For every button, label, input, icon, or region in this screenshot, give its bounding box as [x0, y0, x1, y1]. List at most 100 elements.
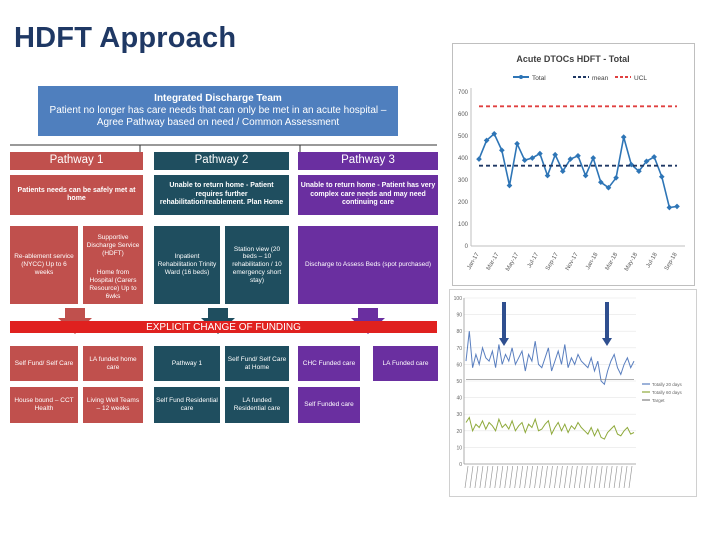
supportive-discharge-box: Supportive Discharge Service (HDFT): [83, 226, 143, 266]
chart2-y-tick-label: 40: [456, 396, 462, 402]
chart2-x-tick-mark: [484, 465, 489, 489]
chart2-x-tick-mark: [479, 465, 484, 489]
chart2-x-tick-mark: [603, 465, 608, 489]
chart1-point: [552, 151, 558, 158]
chart2-legend-label-0: Totally 20 days: [652, 382, 683, 387]
chart1-y-tick-label: 0: [465, 244, 469, 250]
integrated-discharge-team-box: Integrated Discharge Team Patient no lon…: [38, 86, 398, 136]
chart2-x-tick-mark: [608, 465, 613, 489]
pathway3-header: Pathway 3: [298, 152, 438, 170]
chart1-point: [590, 155, 597, 161]
chart1-point: [666, 204, 673, 211]
chart1-point: [514, 140, 520, 147]
pathway1-outcome-box: Pathway 1: [154, 346, 220, 381]
chart2-x-tick-mark: [559, 465, 563, 489]
station-view-box: Station view (20 beds – 10 rehabilitatio…: [225, 226, 289, 304]
chart1-y-tick-label: 700: [458, 90, 469, 96]
chart1-point: [499, 147, 505, 154]
chart1-point: [582, 172, 589, 179]
chart1-y-tick-label: 500: [458, 134, 469, 140]
chart2-series-line: [465, 416, 635, 440]
chart1-y-tick-label: 300: [458, 178, 469, 184]
chart2-y-tick-label: 20: [456, 429, 462, 435]
self-funded-care-box: Self Funded care: [298, 387, 360, 423]
chart2-x-tick-mark: [504, 465, 509, 489]
chart2-x-tick-mark: [499, 465, 504, 489]
la-funded-home-care-box: LA funded home care: [83, 346, 143, 381]
discharge-to-assess-box: Discharge to Assess Beds (spot purchased…: [298, 226, 438, 304]
chart2-y-tick-label: 60: [456, 362, 462, 368]
chart2-x-tick-mark: [534, 465, 538, 489]
dtoc-chart-panel: Acute DTOCs HDFT - Total Total mean UCL 0 100…: [452, 43, 695, 286]
chart1-x-tick-label: Sep-18: [664, 251, 679, 271]
chart2-x-tick-mark: [539, 465, 543, 489]
chart1-point: [506, 182, 513, 189]
chart1-y-tick-label: 600: [458, 112, 469, 118]
chart2-y-tick-label: 100: [454, 296, 463, 302]
chart2-x-tick-mark: [628, 465, 633, 489]
chart2-x-tick-mark: [564, 465, 568, 489]
self-fund-residential-box: Self Fund Residential care: [154, 387, 220, 423]
chart1-point: [651, 154, 657, 160]
second-chart-panel: 0 10 20 30 40 50 60 70 80 90 100 Totally 20 days Tot…: [449, 289, 697, 497]
chart2-y-tick-label: 30: [456, 412, 462, 418]
team-title: Integrated Discharge Team: [154, 93, 282, 104]
chart1-x-tick-label: Jan-18: [585, 251, 600, 270]
chart1-point: [575, 152, 581, 159]
chart2-x-tick-mark: [494, 465, 499, 489]
chart2-y-tick-label: 10: [456, 445, 462, 451]
chart1-y-tick-label: 400: [458, 156, 469, 162]
chart1-legend-marker: [519, 75, 523, 79]
chart2-x-tick-mark: [509, 465, 514, 489]
chart2-x-tick-mark: [524, 465, 528, 489]
reablement-service-box: Re-ablement service (NYCC) Up to 6 weeks: [10, 226, 78, 304]
chart1-point: [476, 156, 482, 162]
chc-funded-care-box: CHC Funded care: [298, 346, 360, 381]
chart2-x-tick-mark: [573, 465, 578, 489]
chart2-x-tick-mark: [598, 465, 603, 489]
pathway2-description: Unable to return home - Patient requires…: [154, 175, 289, 215]
chart1-point: [674, 203, 680, 210]
home-from-hospital-box: Home from Hospital (Carers Resource) Up …: [83, 266, 143, 304]
chart2-x-tick-mark: [489, 465, 494, 489]
chart1-legend-label-0: Total: [532, 75, 546, 82]
chart2-legend-label-1: Totally 60 days: [652, 390, 683, 395]
chart2-series-line: [465, 331, 635, 386]
chart2-x-tick-mark: [569, 465, 573, 489]
chart2-y-tick-label: 90: [456, 313, 462, 319]
chart2-y-tick-label: 0: [459, 462, 462, 468]
chart2-x-tick-mark: [464, 465, 469, 489]
chart1-y-tick-label: 100: [458, 222, 469, 228]
chart2-indicator-arrow-right-icon: [602, 302, 612, 346]
slide-title: HDFT Approach: [14, 22, 237, 54]
living-well-teams-box: Living Well Teams – 12 weeks: [83, 387, 143, 423]
chart2-x-tick-mark: [613, 465, 618, 489]
chart2-x-tick-mark: [544, 465, 548, 489]
chart2-x-tick-mark: [578, 465, 583, 489]
chart2-x-tick-mark: [618, 465, 623, 489]
chart1-point: [521, 157, 528, 164]
self-fund-home-box: Self Fund/ Self Care at Home: [225, 346, 289, 381]
chart1-x-tick-label: Sep-17: [545, 251, 560, 271]
chart2-x-tick-mark: [519, 465, 524, 489]
chart1-point: [658, 173, 665, 180]
chart1-x-tick-label: Nov-17: [565, 251, 580, 271]
chart2-y-tick-label: 50: [456, 379, 462, 385]
chart2-x-tick-mark: [549, 465, 553, 489]
dtoc-line-chart: Acute DTOCs HDFT - Total Total mean UCL 0 100…: [458, 54, 685, 272]
chart2-x-tick-mark: [583, 465, 588, 489]
chart1-x-tick-label: Jul-18: [646, 251, 660, 269]
chart1-y-tick-label: 200: [458, 200, 469, 206]
chart2-y-tick-label: 80: [456, 329, 462, 335]
chart2-x-tick-mark: [554, 465, 558, 489]
chart2-y-tick-label: 70: [456, 346, 462, 352]
pathway1-header: Pathway 1: [10, 152, 143, 170]
chart1-x-tick-label: Jan-17: [466, 251, 481, 270]
pathway3-description: Unable to return home - Patient has very…: [298, 175, 438, 215]
inpatient-rehab-box: Inpatient Rehabilitation Trinity Ward (1…: [154, 226, 220, 304]
chart1-x-tick-label: May-17: [505, 251, 521, 272]
chart1-x-tick-label: Mar-17: [486, 251, 501, 271]
team-description: Patient no longer has care needs that ca…: [49, 105, 387, 128]
chart2-x-tick-mark: [514, 465, 519, 489]
la-funded-residential-box: LA funded Residential care: [225, 387, 289, 423]
